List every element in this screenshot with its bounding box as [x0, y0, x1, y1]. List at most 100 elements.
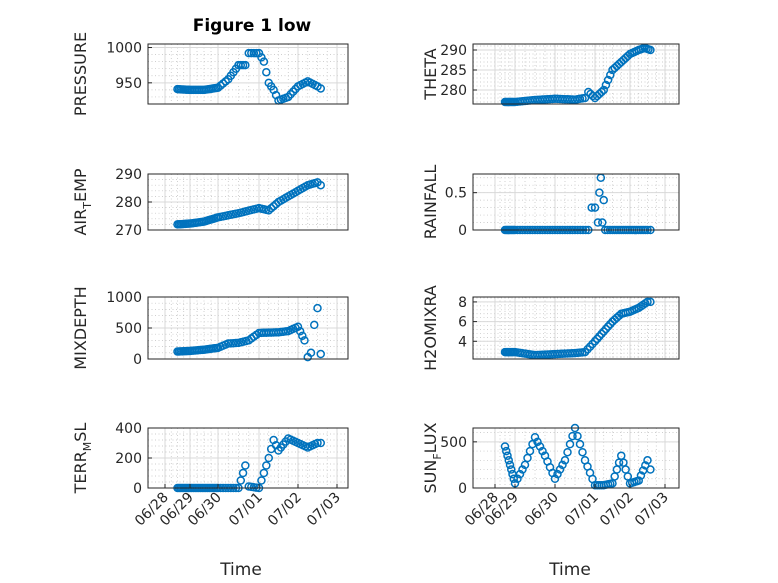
y-axis-label: TERRMSL [71, 423, 94, 495]
data-point [530, 432, 540, 442]
data-point [573, 431, 582, 441]
y-tick-label: 500 [440, 435, 467, 451]
data-point [599, 327, 608, 336]
data-point [295, 327, 305, 336]
data-point [507, 465, 516, 474]
y-tick-label: 0 [133, 352, 142, 368]
data-point [643, 456, 652, 465]
data-point [565, 439, 575, 449]
data-point [518, 465, 527, 474]
data-point [643, 297, 652, 307]
y-axis-label: RAINFALL [421, 165, 440, 240]
data-point [597, 87, 606, 97]
data-point [641, 461, 650, 470]
data-point [503, 451, 512, 460]
y-tick-label: 950 [115, 76, 142, 92]
data-point [236, 476, 246, 485]
y-axis-label: THETA [421, 48, 440, 100]
axes-frame [472, 427, 680, 489]
data-point [241, 60, 250, 70]
data-point [636, 471, 646, 480]
axes-frame [147, 43, 349, 105]
data-point [249, 48, 259, 58]
data-point [590, 337, 600, 346]
data-point [509, 474, 518, 484]
y-tick-label: 4 [458, 334, 467, 350]
axes-background [472, 173, 680, 231]
data-point [606, 319, 615, 329]
data-point [241, 461, 250, 470]
data-point [606, 70, 615, 80]
axes-frame [472, 296, 680, 360]
y-tick-label: 0.5 [445, 186, 467, 202]
data-point [316, 349, 325, 359]
data-point [550, 474, 560, 484]
data-point [238, 468, 248, 478]
data-point [269, 201, 278, 211]
subplot-rainfall: 0 0.5 RAINFALL [421, 165, 680, 240]
data-point [646, 297, 655, 307]
axes-frame [472, 173, 680, 231]
y-tick-label: 0 [458, 223, 467, 239]
data-point [257, 476, 266, 485]
y-axis-label: PRESSURE [71, 32, 90, 116]
data-point [593, 218, 603, 227]
y-tick-label: 1000 [106, 41, 142, 57]
data-point [560, 456, 570, 465]
data-point [264, 453, 273, 463]
data-point [603, 75, 613, 85]
data-point [599, 195, 608, 205]
subplot-h2omixra: 4 6 8 H2OMIXRA [421, 285, 680, 371]
data-point [533, 437, 542, 447]
y-tick-label: 280 [440, 83, 467, 99]
data-point [646, 465, 655, 474]
data-point [298, 331, 307, 341]
data-point [502, 446, 511, 456]
x-axis-label: Time [219, 560, 262, 580]
data-point [259, 468, 269, 478]
data-point [252, 48, 261, 58]
data-point [601, 324, 611, 334]
data-point [293, 322, 303, 332]
data-point [300, 336, 309, 345]
data-point [603, 322, 613, 331]
data-point [500, 442, 510, 451]
axes-frame [472, 43, 680, 105]
y-tick-label: 0 [133, 481, 142, 497]
y-tick-label: 290 [115, 167, 142, 183]
data-point [568, 431, 577, 441]
subplot-air: 270 280 290 AIRTEMP [71, 167, 349, 239]
y-tick-label: 290 [440, 43, 467, 59]
y-axis-label: SUNFLUX [421, 422, 444, 493]
data-point [553, 469, 562, 479]
y-tick-label: 285 [440, 63, 467, 79]
data-point [515, 469, 525, 479]
subplot-pressure: 950 1000 PRESSURE [71, 32, 349, 116]
data-point [310, 320, 319, 330]
data-point [587, 203, 596, 212]
data-point [599, 85, 608, 95]
data-point [578, 447, 587, 457]
data-point [313, 303, 322, 313]
data-point [592, 334, 602, 344]
data-point [538, 446, 547, 456]
y-tick-label: 400 [115, 421, 142, 437]
data-point [505, 460, 515, 470]
y-tick-label: 200 [115, 451, 142, 467]
data-point [259, 57, 269, 66]
data-point [316, 438, 325, 448]
data-point [595, 188, 604, 197]
data-point [264, 206, 273, 215]
data-point [590, 203, 600, 212]
data-point [313, 438, 322, 448]
data-point [316, 180, 325, 190]
y-tick-label: 6 [458, 315, 467, 331]
data-point [504, 456, 513, 465]
data-point [257, 53, 266, 62]
y-axis-label: H2OMIXRA [421, 285, 440, 371]
y-tick-label: 0 [458, 481, 467, 497]
data-point [306, 348, 316, 358]
subplot-mixdepth: 0 500 1000 MIXDEPTH [71, 286, 349, 370]
